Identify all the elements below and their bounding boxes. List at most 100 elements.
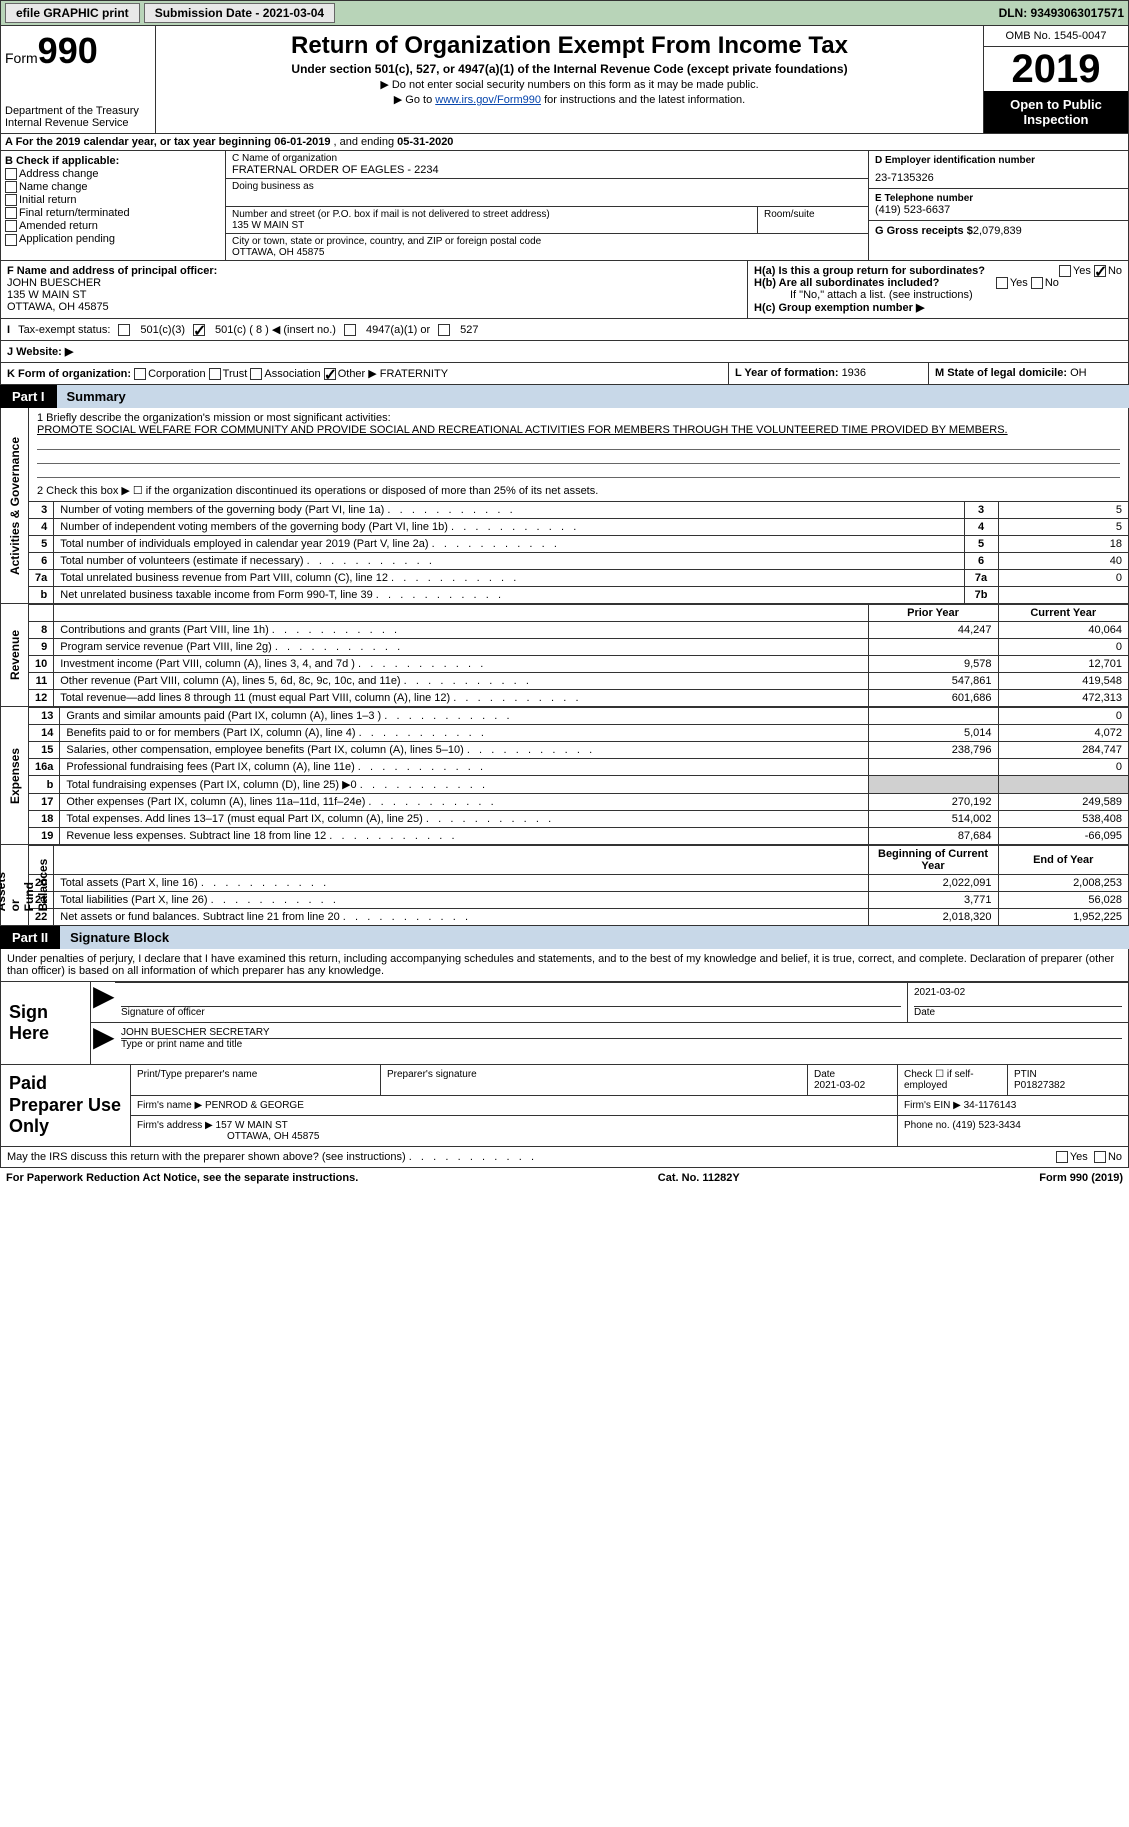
chk-corp[interactable] [134, 368, 146, 380]
gross-value: 2,079,839 [973, 225, 1022, 237]
form-subtitle: Under section 501(c), 527, or 4947(a)(1)… [162, 62, 977, 76]
sig-date-label: Date [914, 1007, 935, 1018]
table-row: 3Number of voting members of the governi… [29, 502, 1128, 519]
dba-label: Doing business as [226, 179, 868, 207]
table-row: 16aProfessional fundraising fees (Part I… [29, 759, 1128, 776]
penalty-statement: Under penalties of perjury, I declare th… [0, 949, 1129, 982]
chk-assoc[interactable] [250, 368, 262, 380]
side-label-exp: Expenses [8, 748, 22, 804]
chk-final-return[interactable]: Final return/terminated [5, 207, 221, 219]
mission-text: PROMOTE SOCIAL WELFARE FOR COMMUNITY AND… [37, 424, 1120, 436]
table-governance: 3Number of voting members of the governi… [29, 501, 1128, 603]
table-row: 8Contributions and grants (Part VIII, li… [29, 622, 1128, 639]
chk-527[interactable] [438, 324, 450, 336]
chk-name-change[interactable]: Name change [5, 181, 221, 193]
chk-amended-return[interactable]: Amended return [5, 220, 221, 232]
q2-label: 2 Check this box ▶ ☐ if the organization… [37, 484, 1120, 497]
table-row: 19Revenue less expenses. Subtract line 1… [29, 828, 1128, 845]
officer-name-title: JOHN BUESCHER SECRETARY [121, 1027, 1122, 1039]
row-a-tax-year: A For the 2019 calendar year, or tax yea… [0, 134, 1129, 151]
chk-4947[interactable] [344, 324, 356, 336]
principal-officer: F Name and address of principal officer:… [1, 261, 748, 318]
phone-label: E Telephone number [875, 193, 1122, 204]
topbar: efile GRAPHIC print Submission Date - 20… [0, 0, 1129, 26]
footer-final: For Paperwork Reduction Act Notice, see … [0, 1168, 1129, 1188]
city-value: OTTAWA, OH 45875 [232, 247, 862, 258]
section-expenses: Expenses 13Grants and similar amounts pa… [0, 707, 1129, 845]
chk-discuss-yes[interactable] [1056, 1151, 1068, 1163]
table-row: 6Total number of volunteers (estimate if… [29, 553, 1128, 570]
table-row: 17Other expenses (Part IX, column (A), l… [29, 794, 1128, 811]
name-title-label: Type or print name and title [121, 1039, 242, 1050]
table-row: 4Number of independent voting members of… [29, 519, 1128, 536]
efile-print-button[interactable]: efile GRAPHIC print [5, 3, 140, 23]
chk-other[interactable] [324, 368, 336, 380]
chk-501c[interactable] [193, 324, 205, 336]
column-d-e-g: D Employer identification number 23-7135… [868, 151, 1128, 260]
row-j-website: J Website: ▶ [0, 341, 1129, 363]
instruction-2: ▶ Go to www.irs.gov/Form990 for instruct… [162, 93, 977, 106]
chk-initial-return[interactable]: Initial return [5, 194, 221, 206]
chk-discuss-no[interactable] [1094, 1151, 1106, 1163]
side-label-gov: Activities & Governance [8, 437, 22, 575]
header-right: OMB No. 1545-0047 2019 Open to Public In… [983, 26, 1128, 133]
side-label-rev: Revenue [8, 630, 22, 680]
table-row: 20Total assets (Part X, line 16)2,022,09… [29, 875, 1128, 892]
table-row: 22Net assets or fund balances. Subtract … [29, 909, 1128, 926]
addr-label: Number and street (or P.O. box if mail i… [232, 209, 751, 220]
table-row: 5Total number of individuals employed in… [29, 536, 1128, 553]
table-row: 11Other revenue (Part VIII, column (A), … [29, 673, 1128, 690]
table-revenue: Prior YearCurrent Year8Contributions and… [29, 604, 1128, 706]
table-net-assets: Beginning of Current YearEnd of Year20To… [29, 845, 1128, 925]
mission-label: 1 Briefly describe the organization's mi… [37, 412, 1120, 424]
col-b-label: B Check if applicable: [5, 155, 119, 167]
table-row: 9Program service revenue (Part VIII, lin… [29, 639, 1128, 656]
table-row: 18Total expenses. Add lines 13–17 (must … [29, 811, 1128, 828]
addr-value: 135 W MAIN ST [232, 220, 751, 231]
table-row: bTotal fundraising expenses (Part IX, co… [29, 776, 1128, 794]
tax-year: 2019 [984, 47, 1128, 91]
form-title: Return of Organization Exempt From Incom… [162, 32, 977, 60]
section-b-through-g: B Check if applicable: Address change Na… [0, 151, 1129, 261]
arrow-icon: ▶ [91, 1023, 115, 1054]
chk-trust[interactable] [209, 368, 221, 380]
column-c: C Name of organization FRATERNAL ORDER O… [226, 151, 868, 260]
section-revenue: Revenue Prior YearCurrent Year8Contribut… [0, 604, 1129, 707]
chk-application-pending[interactable]: Application pending [5, 233, 221, 245]
discuss-row: May the IRS discuss this return with the… [0, 1147, 1129, 1168]
table-row: bNet unrelated business taxable income f… [29, 587, 1128, 604]
irs-link[interactable]: www.irs.gov/Form990 [435, 94, 541, 106]
form-identifier: Form990 Department of the Treasury Inter… [1, 26, 156, 133]
row-k-form-org: K Form of organization: Corporation Trus… [0, 363, 1129, 385]
table-row: 10Investment income (Part VIII, column (… [29, 656, 1128, 673]
gross-label: G Gross receipts $ [875, 225, 973, 237]
ein-value: 23-7135326 [875, 166, 1122, 184]
paid-preparer-label: Paid Preparer Use Only [1, 1065, 131, 1146]
side-label-net: Net Assets or Fund Balances [0, 859, 50, 912]
part-2-header: Part II Signature Block [0, 926, 1129, 949]
phone-value: (419) 523-6637 [875, 204, 1122, 216]
table-expenses: 13Grants and similar amounts paid (Part … [29, 707, 1128, 844]
row-f-h: F Name and address of principal officer:… [0, 261, 1129, 319]
dln-label: DLN: 93493063017571 [999, 6, 1124, 20]
part-1-header: Part I Summary [0, 385, 1129, 408]
org-name: FRATERNAL ORDER OF EAGLES - 2234 [232, 164, 862, 176]
submission-date-button[interactable]: Submission Date - 2021-03-04 [144, 3, 335, 23]
table-row: 13Grants and similar amounts paid (Part … [29, 708, 1128, 725]
other-value: FRATERNITY [380, 368, 448, 380]
sig-officer-label: Signature of officer [121, 1007, 205, 1018]
form-word: Form [5, 50, 38, 66]
section-governance: Activities & Governance 1 Briefly descri… [0, 408, 1129, 604]
chk-address-change[interactable]: Address change [5, 168, 221, 180]
sign-here-label: Sign Here [1, 982, 91, 1064]
form-number: 990 [38, 30, 98, 71]
paid-preparer-block: Paid Preparer Use Only Print/Type prepar… [0, 1065, 1129, 1147]
table-row: 14Benefits paid to or for members (Part … [29, 725, 1128, 742]
row-i-tax-exempt: I Tax-exempt status: 501(c)(3) 501(c) ( … [0, 319, 1129, 341]
column-b-checkboxes: B Check if applicable: Address change Na… [1, 151, 226, 260]
header-title-block: Return of Organization Exempt From Incom… [156, 26, 983, 133]
table-row: 15Salaries, other compensation, employee… [29, 742, 1128, 759]
chk-501c3[interactable] [118, 324, 130, 336]
form-header: Form990 Department of the Treasury Inter… [0, 26, 1129, 134]
city-label: City or town, state or province, country… [232, 236, 862, 247]
